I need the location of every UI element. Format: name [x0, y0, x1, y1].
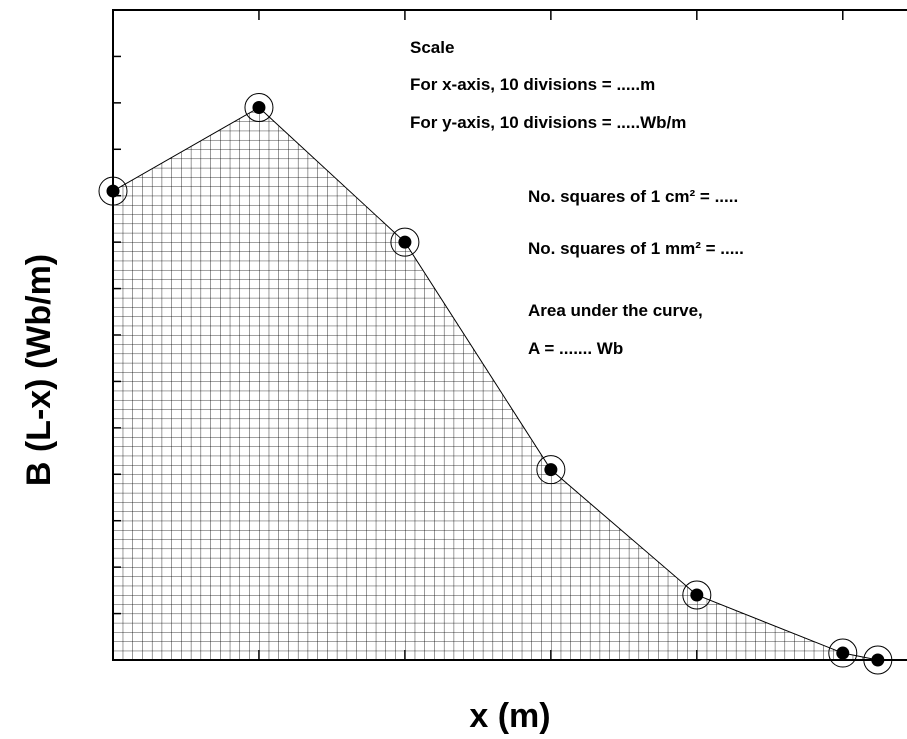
- hatch-grid: [113, 107, 878, 660]
- marker: [252, 101, 266, 114]
- marker-ring: [98, 176, 128, 206]
- y-axis-label: B (L-x) (Wb/m): [20, 254, 58, 486]
- marker: [544, 463, 558, 477]
- annotation: For x-axis, 10 divisions = .....m: [410, 75, 655, 94]
- annotation: For y-axis, 10 divisions = .....Wb/m: [410, 113, 686, 132]
- annotation: No. squares of 1 cm² = .....: [528, 187, 738, 206]
- marker-ring: [863, 645, 893, 675]
- plot-area: [98, 9, 907, 675]
- marker: [871, 653, 885, 667]
- annotation: Scale: [410, 38, 454, 57]
- x-axis-label: x (m): [469, 697, 550, 735]
- marker-ring: [682, 580, 712, 610]
- annotation: A = ....... Wb: [528, 339, 623, 358]
- marker-ring: [390, 227, 420, 257]
- marker-ring: [244, 93, 274, 122]
- marker-ring: [536, 455, 566, 485]
- annotation: No. squares of 1 mm² = .....: [528, 239, 744, 258]
- marker: [836, 646, 850, 660]
- marker: [690, 588, 704, 602]
- annotation: Area under the curve,: [528, 301, 703, 320]
- marker: [106, 184, 120, 198]
- marker: [398, 235, 412, 249]
- marker-ring: [828, 638, 858, 668]
